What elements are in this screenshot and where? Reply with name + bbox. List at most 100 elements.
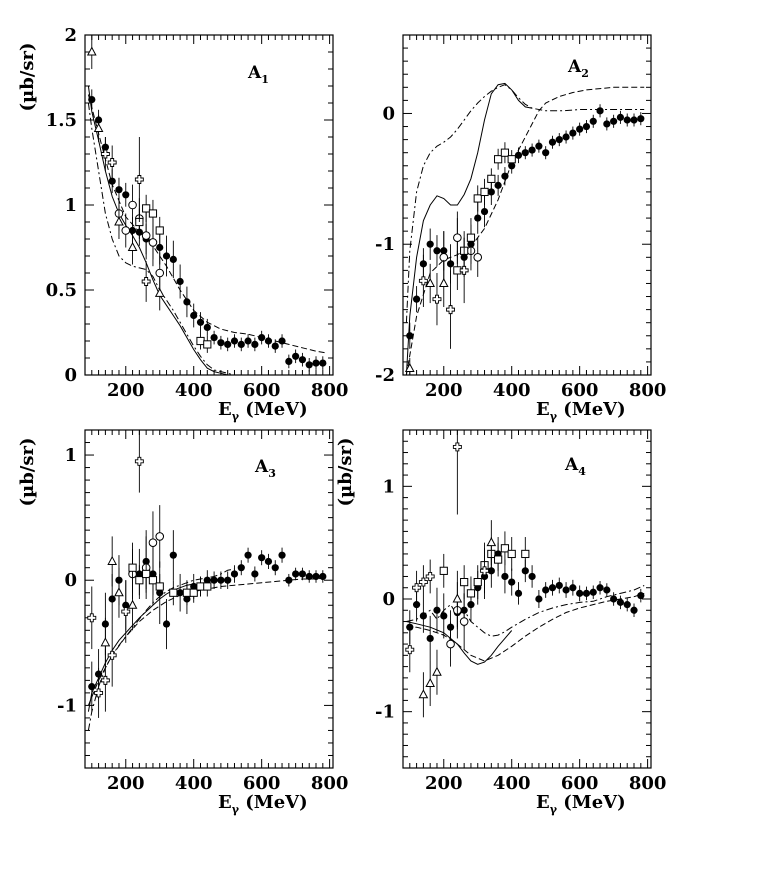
point-filled-circle — [603, 586, 611, 594]
point-filled-circle — [446, 260, 455, 268]
point-filled-circle — [264, 557, 273, 566]
point-filled-circle — [616, 598, 625, 606]
point-open-triangle — [114, 216, 124, 226]
y-tick-label: -1 — [57, 695, 77, 716]
point-filled-circle — [521, 149, 529, 157]
point-open-square — [494, 155, 503, 164]
point-filled-circle — [412, 295, 421, 303]
y-tick-label: 2 — [64, 25, 77, 46]
curve-solid — [405, 82, 533, 375]
point-filled-circle — [285, 576, 293, 584]
point-filled-circle — [474, 214, 482, 222]
point-filled-circle — [548, 584, 557, 592]
curve-dashed — [406, 592, 645, 662]
point-open-square — [439, 566, 448, 575]
point-filled-circle — [190, 311, 198, 320]
point-filled-circle — [162, 620, 171, 628]
panel-label: A4 — [564, 455, 586, 478]
x-tick-label: 200 — [425, 773, 463, 794]
point-filled-circle — [630, 606, 638, 614]
point-open-square — [473, 194, 482, 203]
point-filled-circle — [514, 589, 523, 597]
point-open-square — [155, 226, 164, 235]
point-filled-circle — [244, 337, 252, 345]
x-tick-label: 200 — [425, 380, 463, 401]
y-tick-label: -1 — [375, 234, 395, 255]
point-filled-circle — [319, 359, 327, 367]
x-axis-label-main: E — [536, 792, 550, 813]
point-open-triangle — [93, 122, 104, 132]
point-open-triangle — [114, 587, 124, 597]
point-filled-circle — [156, 243, 164, 252]
point-filled-circle — [535, 142, 543, 150]
point-filled-circle — [528, 572, 536, 581]
x-axis-label-main: E — [218, 792, 232, 813]
point-open-triangle — [404, 362, 415, 372]
point-open-square — [494, 555, 503, 564]
point-open-square — [466, 589, 476, 598]
point-filled-circle — [610, 595, 618, 603]
point-filled-circle — [582, 122, 591, 131]
x-tick-label: 800 — [629, 773, 667, 794]
panel-label: A2 — [567, 57, 589, 80]
point-filled-circle — [169, 551, 177, 559]
x-tick-label: 600 — [243, 773, 281, 794]
panel-label-main: A — [564, 455, 579, 475]
point-open-triangle — [452, 593, 463, 603]
x-axis-label: Eγ (MeV) — [536, 399, 626, 423]
x-tick-label: 200 — [107, 773, 145, 794]
point-open-triangle — [438, 277, 449, 287]
x-tick-label: 600 — [561, 773, 599, 794]
point-filled-circle — [637, 592, 645, 600]
curve-dashdot — [87, 102, 242, 375]
point-open-square — [487, 174, 496, 183]
point-filled-circle — [406, 332, 414, 340]
x-axis-label: Eγ (MeV) — [536, 792, 626, 816]
point-open-square — [460, 578, 469, 587]
panel-label-main: A — [567, 57, 582, 77]
point-filled-circle — [108, 177, 116, 185]
point-open-cross — [418, 276, 428, 286]
y-tick-label: -1 — [375, 702, 395, 723]
point-open-square — [148, 209, 158, 218]
point-filled-circle — [637, 115, 645, 123]
point-filled-circle — [521, 567, 529, 575]
panel-label-sub: 3 — [268, 467, 276, 480]
point-filled-circle — [419, 612, 427, 620]
x-axis-label-unit: (MeV) — [557, 792, 626, 813]
point-open-cross — [121, 607, 131, 616]
point-open-square — [500, 148, 510, 157]
point-filled-circle — [312, 359, 320, 367]
point-filled-circle — [271, 342, 279, 350]
point-open-cross — [94, 688, 104, 698]
panel-label: A3 — [254, 457, 276, 480]
panel-label-sub: 2 — [581, 67, 589, 80]
panel-label-sub: 4 — [578, 465, 586, 478]
point-filled-circle — [217, 339, 225, 347]
point-filled-circle — [251, 340, 259, 348]
point-open-square — [507, 549, 516, 559]
curve-solid — [406, 621, 513, 665]
point-filled-circle — [230, 570, 239, 578]
point-filled-circle — [555, 581, 563, 590]
point-open-circle — [128, 200, 137, 210]
point-filled-circle — [610, 117, 618, 125]
point-filled-circle — [501, 572, 509, 581]
point-open-cross — [134, 175, 144, 184]
point-filled-circle — [412, 601, 421, 609]
panel-2: 200 400 600 800 -2 -1 0 Eγ (MeV) A2 — [375, 34, 666, 423]
point-filled-circle — [487, 567, 495, 575]
x-axis-label-sub: γ — [550, 410, 558, 423]
point-filled-circle — [426, 240, 434, 248]
point-filled-circle — [305, 572, 313, 581]
point-filled-circle — [278, 337, 286, 345]
point-open-triangle — [425, 677, 436, 687]
point-filled-circle — [623, 116, 631, 124]
point-filled-circle — [305, 361, 313, 369]
point-open-triangle — [154, 287, 165, 297]
point-filled-circle — [298, 570, 307, 578]
curve-solid — [87, 583, 194, 712]
y-tick-label: 0 — [382, 103, 395, 124]
y-axis-label: (µb/sr) — [17, 43, 38, 112]
point-filled-circle — [426, 634, 434, 643]
